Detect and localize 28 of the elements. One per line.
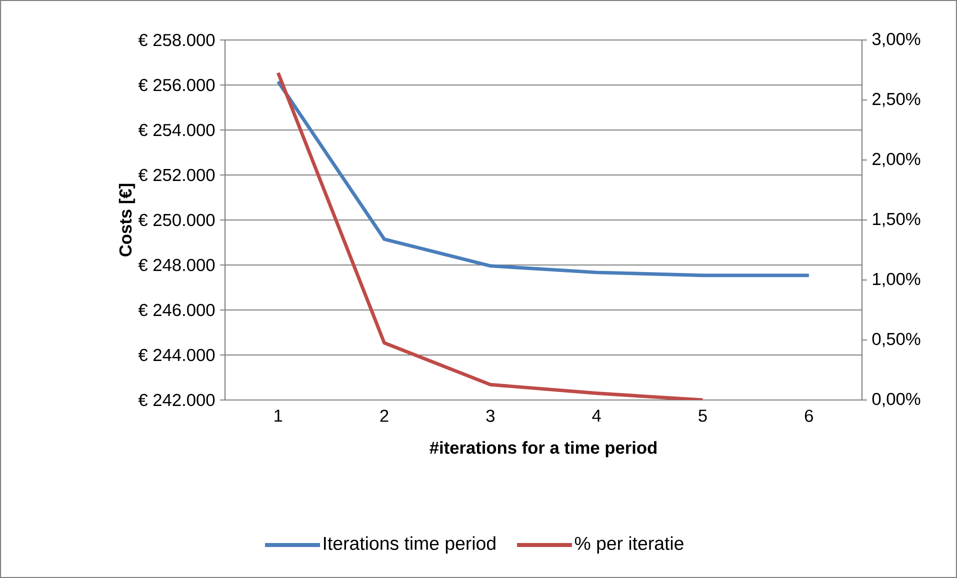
y-tick-label: € 244.000 [138,348,215,362]
y-tick-label: € 254.000 [138,124,215,136]
x-tick-label: 5 [698,410,707,422]
y2-tick-label: 1,00% [873,272,920,288]
y2-tick-label: 0,00% [872,392,920,408]
y-tick-label: € 256.000 [138,78,215,92]
y-tick-label: € 252.000 [138,168,215,182]
x-tick-label: 4 [592,410,601,422]
x-tick-label: 1 [274,410,282,422]
y-tick-label: € 250.000 [138,214,215,226]
legend-label: Iterations time period [324,536,496,554]
y-tick-label: € 248.000 [138,258,215,272]
y-tick-label: € 246.000 [138,304,215,316]
y2-tick-label: 0,50% [872,332,920,348]
y-tick-label: € 258.000 [138,34,215,46]
line-series [276,80,811,278]
legend-label: % per iteratie [574,536,684,554]
x-tick-label: 2 [380,410,388,422]
line-series [276,71,704,400]
y2-tick-label: 3,00% [872,32,920,48]
y-tick-label: € 242.000 [138,394,215,406]
x-axis-title: #iterations for a time period [430,441,656,458]
y-axis-title: Costs [€] [118,184,136,256]
y2-tick-label: 2,50% [872,92,920,108]
y2-tick-label: 2,00% [872,152,920,168]
x-tick-label: 6 [804,410,813,422]
y2-tick-label: 1,50% [873,212,920,228]
x-tick-label: 3 [486,410,494,422]
